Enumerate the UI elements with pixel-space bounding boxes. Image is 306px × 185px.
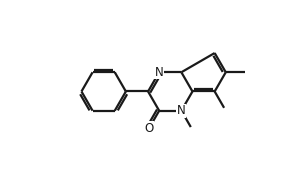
Text: N: N xyxy=(155,66,163,79)
Text: N: N xyxy=(177,104,186,117)
Text: O: O xyxy=(144,122,154,134)
